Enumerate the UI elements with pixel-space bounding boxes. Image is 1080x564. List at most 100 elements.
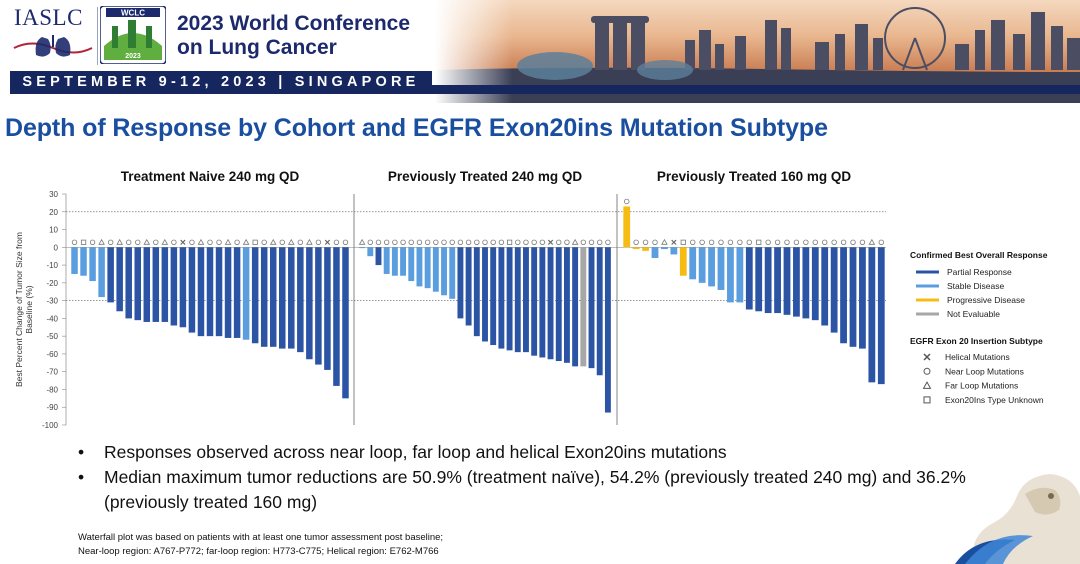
marker-helical — [671, 239, 677, 245]
bar — [547, 247, 554, 360]
bar — [375, 247, 382, 266]
marker-far-loop — [661, 238, 668, 245]
marker-near-loop — [441, 239, 447, 246]
legend-far-loop-icon — [922, 381, 932, 389]
bar — [661, 247, 668, 250]
bar — [698, 247, 706, 283]
bar — [89, 247, 96, 282]
bar — [400, 247, 407, 276]
marker-far-loop — [242, 238, 250, 245]
marker-near-loop — [564, 239, 570, 246]
bar — [588, 247, 595, 369]
marker-near-loop — [624, 198, 630, 205]
marker-near-loop — [383, 239, 390, 246]
marker-helical-stroke — [180, 239, 186, 245]
bar — [498, 247, 505, 349]
marker-helical-stroke — [671, 239, 677, 245]
marker-near-loop — [342, 239, 349, 246]
bar — [188, 247, 196, 333]
bar — [457, 247, 464, 319]
marker-far-loop — [224, 238, 232, 245]
bar — [367, 247, 374, 257]
marker-helical — [180, 239, 186, 245]
marker-far-loop — [288, 238, 295, 245]
marker-near-loop — [727, 239, 734, 246]
bar — [288, 247, 295, 349]
marker-near-loop — [490, 239, 496, 246]
marker-far-loop — [98, 238, 105, 245]
wclc-logo-year: 2023 — [125, 53, 141, 60]
marker-helical — [324, 239, 331, 245]
bar — [774, 247, 781, 314]
marker-near-loop — [234, 239, 240, 246]
marker-helical — [547, 239, 554, 245]
marker-type-unknown — [680, 239, 686, 245]
bar — [107, 247, 114, 303]
bar — [840, 247, 847, 344]
y-tick-label: -60 — [46, 350, 58, 359]
bar — [642, 247, 649, 251]
marker-near-loop — [515, 239, 521, 246]
bar — [868, 247, 876, 383]
marker-near-loop — [126, 239, 132, 246]
marker-near-loop — [297, 239, 304, 246]
bar — [830, 247, 838, 333]
marker-near-loop — [784, 239, 790, 246]
marker-near-loop — [822, 239, 828, 246]
footnote-line1: Waterfall plot was based on patients wit… — [78, 532, 444, 543]
y-tick-label: -80 — [46, 385, 58, 394]
bar — [424, 247, 431, 289]
legend-label: Partial Response — [947, 267, 1012, 277]
marker-near-loop — [408, 239, 414, 246]
marker-near-loop — [71, 239, 78, 246]
bar — [632, 247, 640, 250]
marker-near-loop — [765, 239, 771, 246]
bar — [531, 247, 538, 356]
conference-title-line1: 2023 World Conference — [177, 12, 411, 35]
bar — [811, 247, 819, 321]
y-tick-label: 0 — [54, 243, 59, 252]
bar — [482, 247, 488, 342]
marker-near-loop — [416, 239, 423, 246]
conference-title: 2023 World Conference on Lung Cancer — [177, 12, 410, 60]
bar — [473, 247, 480, 337]
bar — [514, 247, 521, 353]
marker-near-loop — [465, 239, 472, 246]
marker-near-loop — [605, 239, 611, 246]
bar — [539, 247, 546, 358]
marker-near-loop — [878, 239, 884, 246]
bar — [383, 247, 390, 274]
bar — [877, 247, 885, 385]
marker-far-loop — [306, 238, 313, 245]
marker-near-loop — [400, 239, 406, 246]
marker-helical-stroke — [547, 239, 554, 245]
bar — [416, 247, 423, 287]
bar — [215, 247, 223, 337]
marker-far-loop — [161, 238, 169, 245]
y-tick-label: 20 — [49, 208, 58, 217]
legend-label: Far Loop Mutations — [945, 381, 1018, 391]
marker-near-loop — [261, 239, 267, 246]
marker-near-loop — [375, 239, 382, 246]
slide-title: Depth of Response by Cohort and EGFR Exo… — [5, 114, 828, 142]
merlion-icon — [955, 474, 1080, 564]
marker-helical-stroke — [324, 239, 331, 245]
y-axis-label: Best Percent Change of Tumor Size fromBa… — [14, 232, 34, 387]
lungs-logo-icon — [13, 35, 93, 57]
marker-near-loop — [718, 239, 724, 246]
bar — [143, 247, 151, 322]
bar — [490, 247, 497, 346]
marker-far-loop — [143, 238, 151, 245]
marker-near-loop — [171, 239, 177, 246]
legend-label: Stable Disease — [947, 281, 1004, 291]
bar — [802, 247, 810, 319]
bar — [651, 247, 659, 258]
marker-near-loop — [474, 239, 480, 246]
bar — [179, 247, 187, 328]
bar — [152, 247, 160, 322]
header-strip — [432, 85, 1080, 94]
y-tick-label: 30 — [49, 190, 58, 199]
marker-near-loop — [207, 239, 213, 246]
bar — [251, 247, 259, 344]
conference-dates: SEPTEMBER 9-12, 2023 | SINGAPORE — [10, 71, 432, 94]
